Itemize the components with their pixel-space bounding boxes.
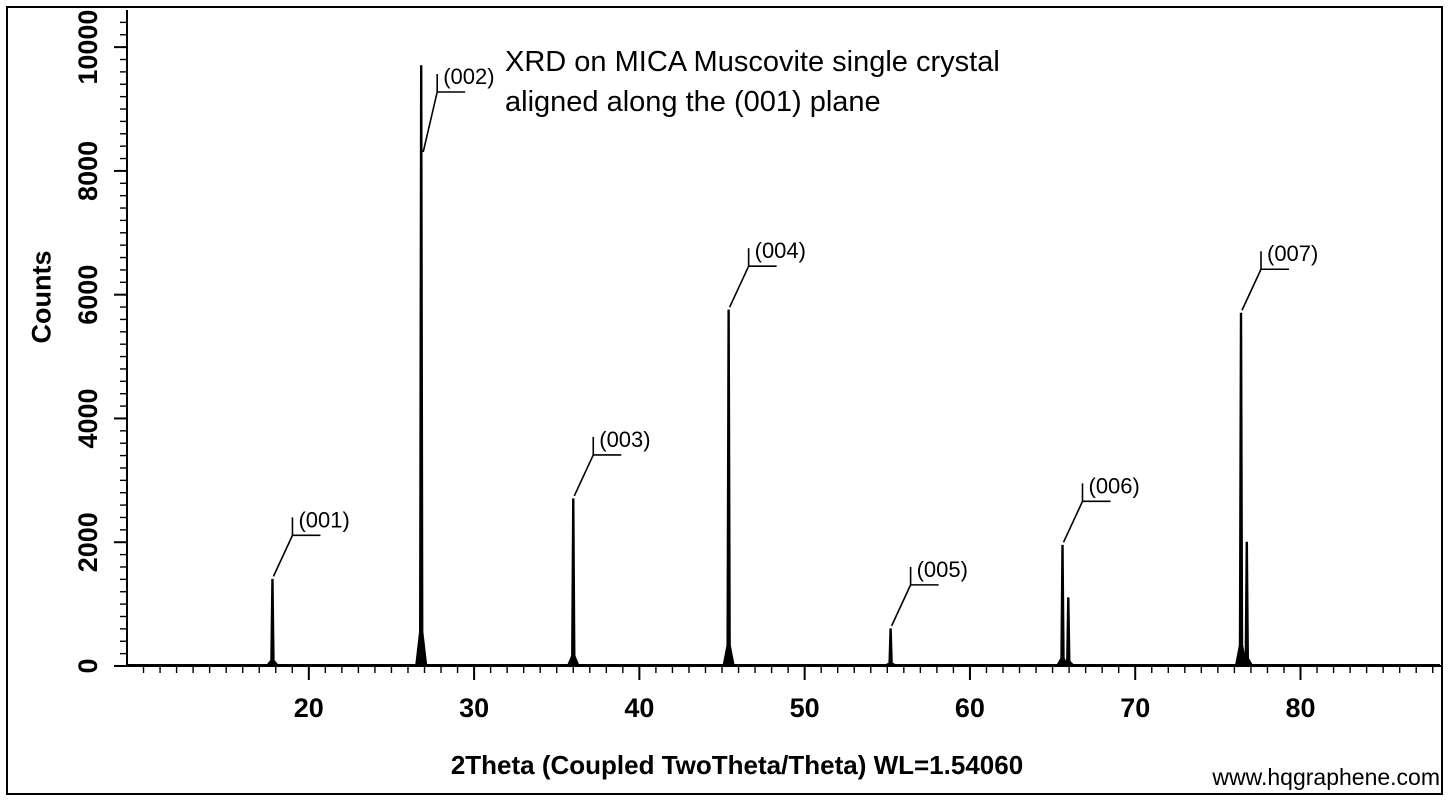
peak-label: (007) xyxy=(1267,241,1318,266)
x-tick-label: 20 xyxy=(294,693,324,723)
peak-(003) xyxy=(567,498,580,666)
y-tick-label: 10000 xyxy=(73,10,103,85)
chart-title-line-1: XRD on MICA Muscovite single crystal xyxy=(505,46,1000,78)
chart-title-line-2: aligned along the (001) plane xyxy=(505,86,881,118)
peak-(002) xyxy=(415,65,428,666)
peak-leader-line xyxy=(422,91,438,153)
x-tick-label: 30 xyxy=(459,693,489,723)
x-tick-label: 50 xyxy=(790,693,820,723)
peak-(005) xyxy=(884,628,897,666)
peak-label: (004) xyxy=(755,238,806,263)
y-tick-label: 6000 xyxy=(73,265,103,325)
peak-(001) xyxy=(265,578,279,666)
peak-leader-line xyxy=(1062,500,1084,543)
peak-label: (006) xyxy=(1089,473,1140,498)
y-tick-label: 2000 xyxy=(73,512,103,572)
y-tick-label: 4000 xyxy=(73,388,103,448)
peak-(006) xyxy=(1056,544,1069,666)
chart-title: XRD on MICA Muscovite single crystal ali… xyxy=(505,42,1000,122)
watermark-url: www.hqgraphene.com xyxy=(1212,764,1440,790)
peak-leader-line xyxy=(1241,268,1262,311)
peak-leader-line xyxy=(573,454,594,497)
x-tick-label: 40 xyxy=(624,693,654,723)
peak-(007) xyxy=(1234,312,1248,666)
x-tick-label: 80 xyxy=(1285,693,1315,723)
peak-label: (001) xyxy=(298,507,349,532)
x-axis-title: 2Theta (Coupled TwoTheta/Theta) WL=1.540… xyxy=(450,750,1024,780)
y-axis-title: Counts xyxy=(26,250,57,344)
peak-label: (003) xyxy=(599,427,650,452)
peak-(004) xyxy=(722,309,735,666)
peak-label: (005) xyxy=(917,557,968,582)
x-tick-label: 70 xyxy=(1120,693,1150,723)
minor-peak xyxy=(1061,597,1076,666)
peak-label: (002) xyxy=(443,64,494,89)
y-tick-label: 0 xyxy=(73,658,103,673)
x-tick-label: 60 xyxy=(955,693,985,723)
y-tick-label: 8000 xyxy=(73,141,103,201)
peak-leader-line xyxy=(272,535,294,577)
peak-leader-line xyxy=(890,584,912,627)
peak-leader-line xyxy=(728,265,750,308)
